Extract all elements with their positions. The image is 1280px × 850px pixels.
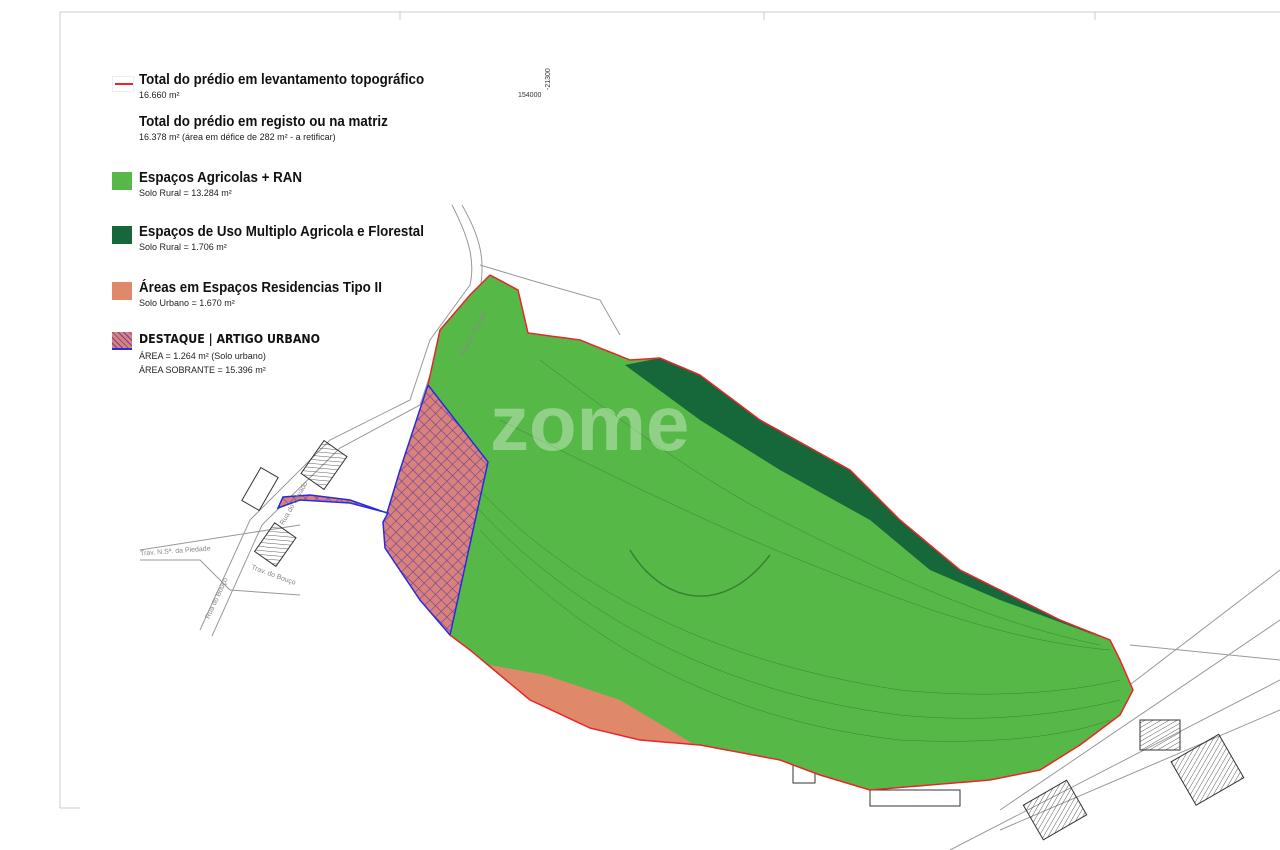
legend-title: Total do prédio em registo ou na matriz: [139, 114, 388, 130]
multiple-use-area: [625, 358, 1100, 637]
coordinate-y-label: -21300: [545, 68, 552, 90]
legend-multiple-use: Espaços de Uso Multiplo Agricola e Flore…: [112, 224, 442, 280]
residential-area: [490, 665, 695, 745]
legend-title: Áreas em Espaços Residencias Tipo II: [139, 280, 382, 296]
legend-title: Total do prédio em levantamento topográf…: [139, 72, 425, 88]
legend-residential: Áreas em Espaços Residencias Tipo II Sol…: [112, 280, 442, 332]
watermark-logo: zome: [490, 379, 689, 467]
green-swatch-icon: [112, 172, 132, 190]
legend-survey-total: Total do prédio em levantamento topográf…: [112, 72, 442, 114]
buildings: [241, 439, 1245, 841]
map-legend: Total do prédio em levantamento topográf…: [112, 72, 442, 377]
parcel-boundary: [449, 274, 1134, 791]
legend-registry-total: Total do prédio em registo ou na matriz …: [112, 114, 442, 170]
legend-destaque: DESTAQUE | ARTIGO URBANO ÁREA = 1.264 m²…: [112, 332, 442, 377]
legend-title: Espaços de Uso Multiplo Agricola e Flore…: [139, 224, 424, 240]
legend-agricultural: Espaços Agricolas + RAN Solo Rural = 13.…: [112, 170, 442, 224]
destaque-area: [276, 383, 489, 637]
orange-swatch-icon: [112, 282, 132, 300]
red-boundary-line-icon: [112, 76, 134, 92]
drawing-frame: [59, 11, 1280, 809]
agricultural-area: [428, 275, 1133, 790]
legend-value: ÁREA = 1.264 m² (Solo urbano): [139, 351, 266, 361]
legend-value: 16.660 m²: [139, 90, 180, 100]
legend-value: Solo Urbano = 1.670 m²: [139, 298, 235, 308]
contour-lines: [469, 359, 1121, 742]
legend-value: Solo Rural = 1.706 m²: [139, 242, 227, 252]
legend-title: DESTAQUE | ARTIGO URBANO: [139, 332, 321, 346]
legend-title: Espaços Agricolas + RAN: [139, 170, 302, 186]
legend-value: ÁREA SOBRANTE = 15.396 m²: [139, 365, 266, 375]
coordinate-x-label: 154000: [518, 92, 542, 99]
hatched-swatch-icon: [112, 332, 132, 350]
legend-value: 16.378 m² (área em défice de 282 m² - a …: [139, 132, 336, 142]
dark-green-swatch-icon: [112, 226, 132, 244]
legend-value: Solo Rural = 13.284 m²: [139, 188, 232, 198]
